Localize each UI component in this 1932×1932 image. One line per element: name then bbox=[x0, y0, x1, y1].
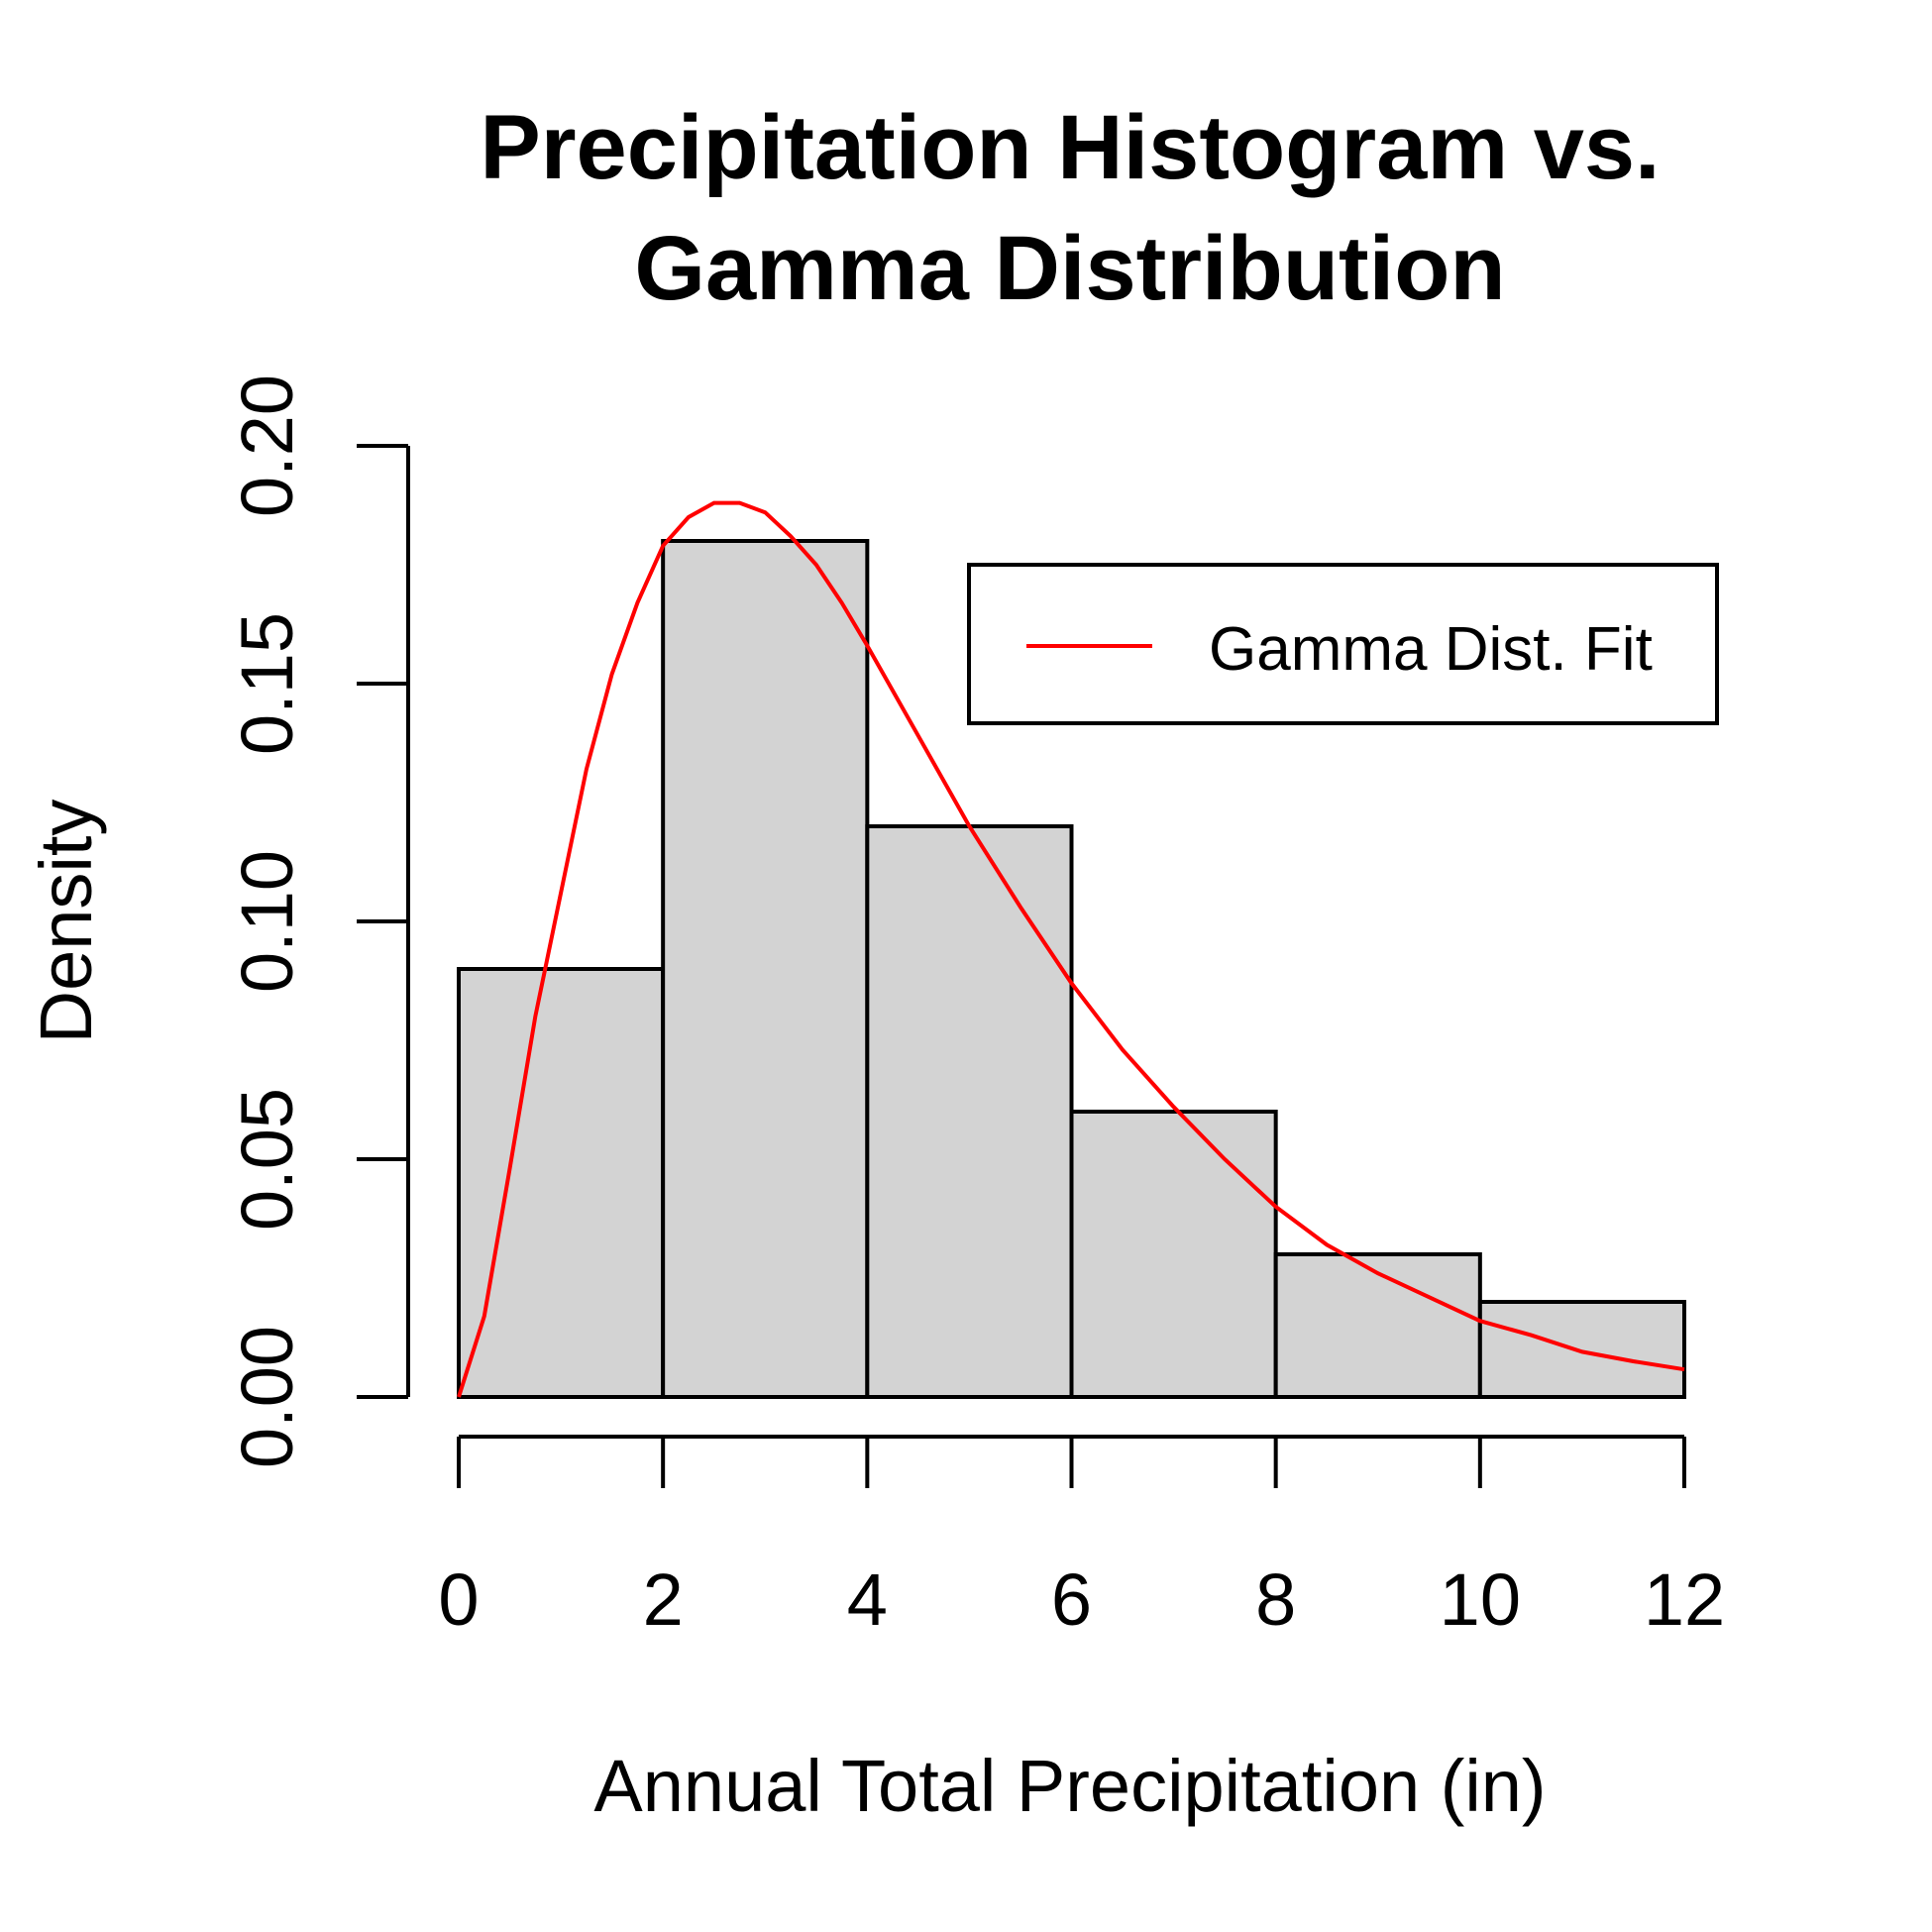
histogram-bar-1 bbox=[661, 539, 870, 1399]
y-tick-label-2: 0.10 bbox=[226, 850, 308, 993]
y-tick-label-0: 0.00 bbox=[226, 1326, 308, 1468]
x-axis-ticks: 0 2 4 6 8 10 12 bbox=[438, 1437, 1725, 1641]
histogram-bar-5 bbox=[1477, 1300, 1687, 1399]
x-axis-label: Annual Total Precipitation (in) bbox=[593, 1745, 1546, 1827]
chart-title-line-1: Precipitation Histogram vs. bbox=[480, 97, 1660, 198]
legend-box bbox=[967, 563, 1719, 725]
y-axis-label: Density bbox=[25, 800, 107, 1044]
histogram-bar-0 bbox=[457, 967, 666, 1399]
x-tick-label-0: 0 bbox=[438, 1558, 479, 1641]
y-tick-label-4: 0.20 bbox=[226, 375, 308, 517]
x-tick-label-6: 12 bbox=[1644, 1558, 1725, 1641]
x-tick-label-5: 10 bbox=[1440, 1558, 1521, 1641]
x-tick-label-2: 4 bbox=[847, 1558, 888, 1641]
y-tick-label-3: 0.15 bbox=[226, 612, 308, 755]
y-tick-label-1: 0.05 bbox=[226, 1088, 308, 1231]
legend-label-gamma: Gamma Dist. Fit bbox=[1209, 615, 1653, 684]
histogram-bar-4 bbox=[1273, 1252, 1482, 1399]
y-axis-ticks: 0.00 0.05 0.10 0.15 0.20 bbox=[226, 375, 408, 1468]
histogram-bar-2 bbox=[865, 824, 1074, 1399]
x-tick-label-4: 8 bbox=[1255, 1558, 1296, 1641]
legend: Gamma Dist. Fit bbox=[967, 563, 1719, 725]
x-tick-label-3: 6 bbox=[1051, 1558, 1092, 1641]
chart-title-line-2: Gamma Distribution bbox=[634, 218, 1505, 319]
histogram-bar-3 bbox=[1069, 1110, 1278, 1399]
gamma-curve-line bbox=[457, 500, 1685, 1398]
x-tick-label-1: 2 bbox=[643, 1558, 684, 1641]
